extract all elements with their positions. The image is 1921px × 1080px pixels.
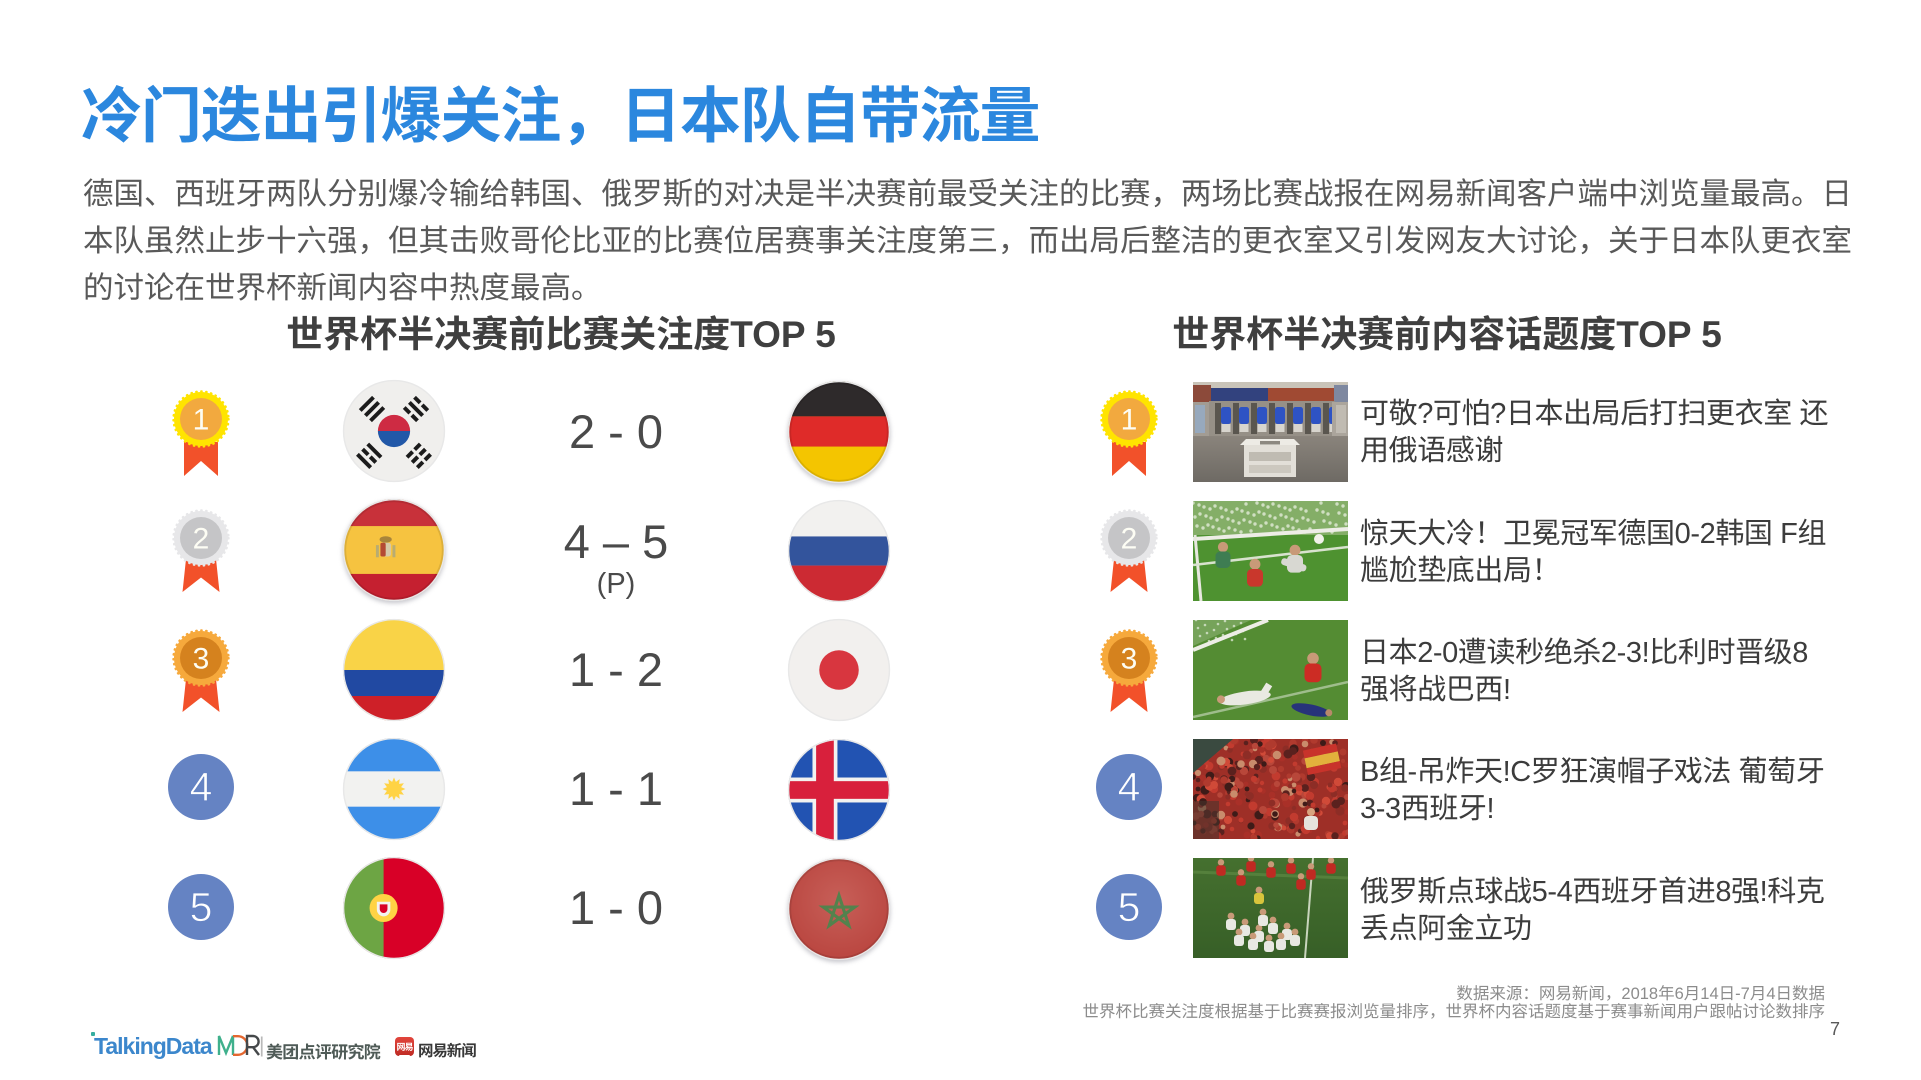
svg-text:2: 2 [1121, 523, 1138, 556]
svg-text:1: 1 [193, 404, 210, 437]
svg-text:1: 1 [1121, 404, 1138, 437]
svg-text:3: 3 [193, 643, 210, 676]
svg-text:3: 3 [1121, 643, 1138, 676]
svg-text:2: 2 [193, 523, 210, 556]
